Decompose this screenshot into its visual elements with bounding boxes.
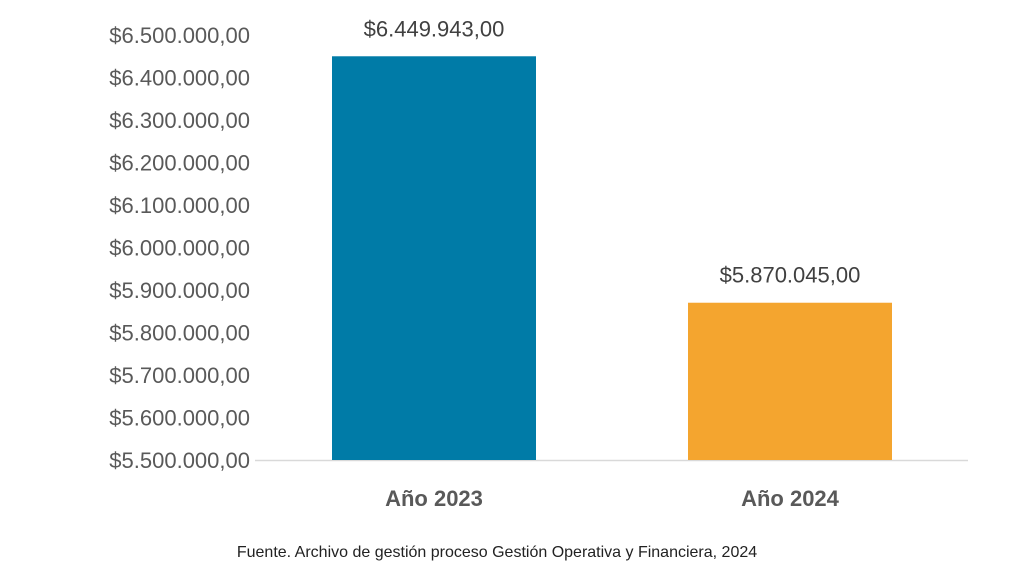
y-tick-label: $5.500.000,00	[109, 448, 250, 473]
source-note: Fuente. Archivo de gestión proceso Gesti…	[237, 544, 757, 561]
data-label: $6.449.943,00	[364, 16, 505, 41]
y-tick-label: $6.100.000,00	[109, 193, 250, 218]
y-tick-label: $6.400.000,00	[109, 66, 250, 91]
y-tick-label: $6.000.000,00	[109, 236, 250, 261]
y-tick-label: $6.300.000,00	[109, 108, 250, 133]
y-axis-ticks: $5.500.000,00 $5.600.000,00 $5.700.000,00 $…	[109, 23, 250, 473]
x-tick-label: Año 2023	[385, 486, 483, 511]
bar-2	[688, 302, 892, 460]
data-label: $5.870.045,00	[720, 263, 861, 288]
bars: $6.449.943,00 Año 2023 $5.870.045,00 Año 20…	[332, 16, 892, 511]
y-tick-label: $5.800.000,00	[109, 321, 250, 346]
bar-1	[332, 56, 536, 460]
y-tick-label: $5.900.000,00	[109, 278, 250, 303]
y-tick-label: $6.200.000,00	[109, 151, 250, 176]
y-tick-label: $6.500.000,00	[109, 23, 250, 48]
y-tick-label: $5.600.000,00	[109, 406, 250, 431]
y-tick-label: $5.700.000,00	[109, 363, 250, 388]
x-tick-label: Año 2024	[741, 486, 840, 511]
